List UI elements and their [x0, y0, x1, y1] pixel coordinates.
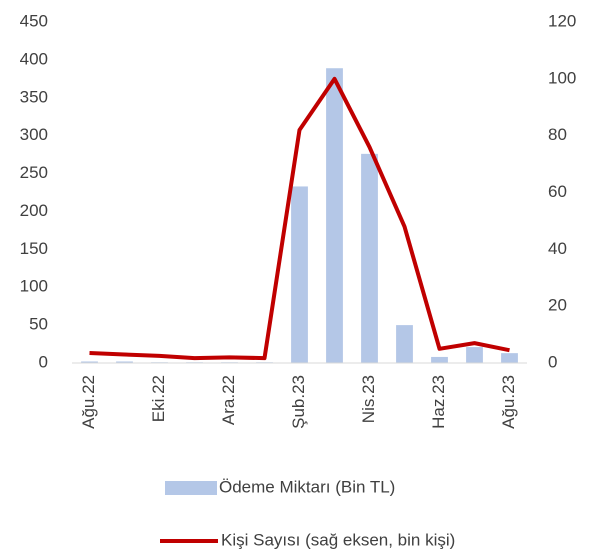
y-tick-label: 300	[20, 125, 48, 144]
x-tick-label: Nis.23	[359, 375, 378, 423]
line	[89, 76, 510, 361]
bar	[81, 361, 98, 363]
y2-tick-label: 100	[548, 68, 576, 87]
y-tick-label: 450	[20, 11, 48, 30]
y-tick-label: 400	[20, 49, 48, 68]
bar	[326, 68, 343, 364]
legend-swatch	[165, 481, 217, 495]
bar	[291, 186, 308, 363]
y2-tick-label: 120	[548, 11, 576, 30]
x-tick-label: Haz.23	[429, 375, 448, 429]
y-tick-label: 50	[29, 315, 48, 334]
bar	[116, 361, 133, 363]
y2-tick-label: 20	[548, 296, 567, 315]
y-tick-label: 250	[20, 163, 48, 182]
y-tick-label: 350	[20, 87, 48, 106]
x-tick-label: Ara.22	[219, 375, 238, 425]
bar	[466, 347, 483, 363]
y-tick-label: 200	[20, 201, 48, 220]
legend-label: Kişi Sayısı (sağ eksen, bin kişi)	[221, 530, 455, 549]
bar	[361, 153, 378, 363]
y2-tick-label: 80	[548, 125, 567, 144]
legend-label: Ödeme Miktarı (Bin TL)	[219, 477, 395, 496]
x-tick-label: Eki.22	[149, 375, 168, 422]
y2-tick-label: 60	[548, 182, 567, 201]
y-tick-label: 150	[20, 239, 48, 258]
y2-tick-label: 40	[548, 239, 567, 258]
x-tick-label: Şub.23	[289, 375, 308, 429]
y-tick-label: 100	[20, 277, 48, 296]
bar	[396, 325, 413, 363]
x-tick-label: Ağu.23	[499, 375, 518, 429]
bar	[501, 353, 518, 363]
x-tick-label: Ağu.22	[79, 375, 98, 429]
y-tick-label: 0	[39, 352, 48, 371]
bar	[431, 356, 448, 363]
y2-tick-label: 0	[548, 352, 557, 371]
